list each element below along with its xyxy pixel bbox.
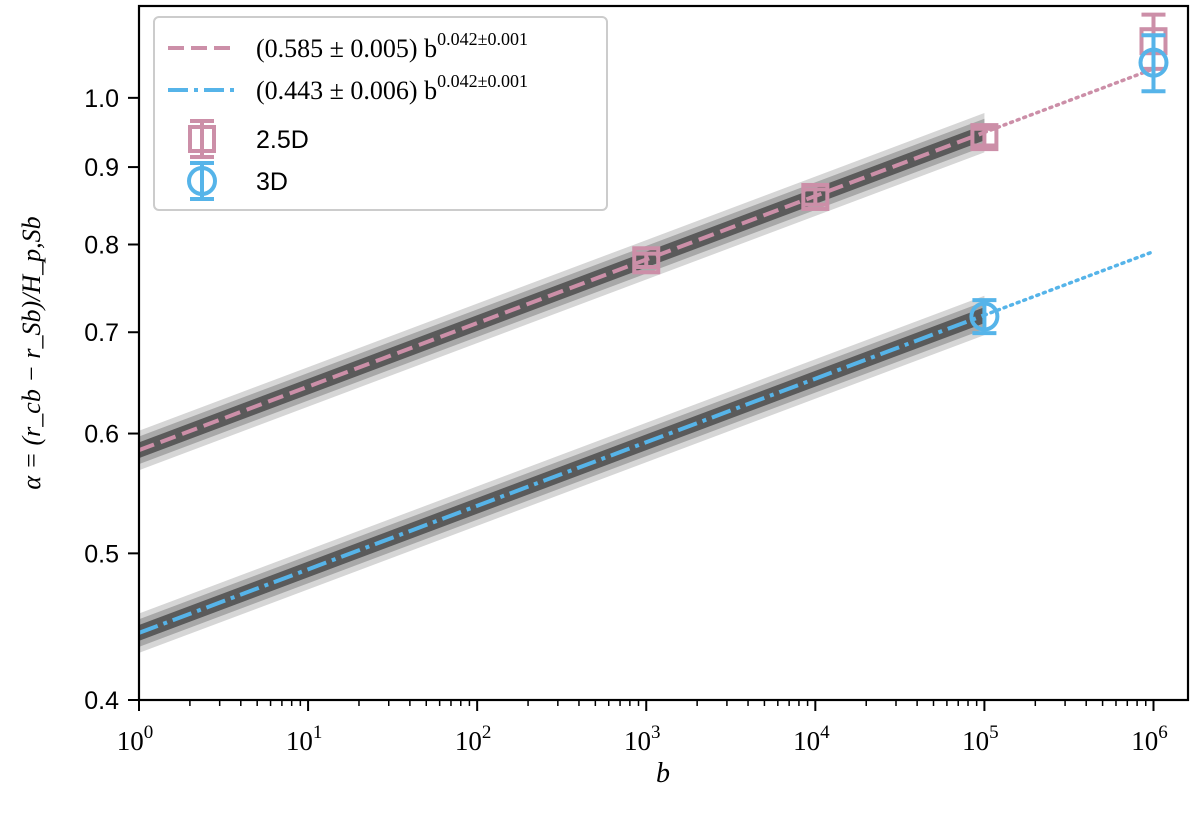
data-point-1-0: [969, 298, 1000, 336]
legend-box: [153, 16, 608, 211]
legend-label-fit-0: (0.585 ± 0.005) b0.042±0.001: [256, 29, 528, 63]
square-marker: [801, 182, 830, 211]
legend: (0.585 ± 0.005) b0.042±0.001 (0.443 ± 0.0…: [153, 16, 608, 211]
y-axis-ticks: 0.4 0.5 0.6 0.7 0.8 0.9 1.0: [84, 85, 139, 715]
legend-label-fit-1: (0.443 ± 0.006) b0.042±0.001: [256, 71, 528, 105]
y-tick-label-2: 0.6: [84, 421, 119, 449]
x-tick-label-0: 100: [117, 722, 154, 756]
x-tick-label-4: 104: [793, 722, 830, 756]
legend-label-series-1: 3D: [256, 168, 288, 196]
square-marker: [632, 246, 661, 275]
y-tick-label-3: 0.7: [84, 319, 119, 347]
y-tick-label-5: 0.9: [84, 154, 119, 182]
legend-circle-marker: [187, 166, 217, 196]
x-tick-label-5: 105: [962, 722, 999, 756]
x-tick-label-3: 103: [624, 722, 661, 756]
fit-lines: [138, 67, 1156, 635]
data-point-1-1: [1138, 33, 1169, 94]
square-marker: [970, 123, 999, 152]
fit-extrapolation-0: [982, 67, 1156, 135]
legend-square-marker: [188, 125, 216, 153]
data-point-0-0: [632, 246, 661, 275]
y-tick-label-1: 0.5: [84, 540, 119, 568]
data-point-0-2: [970, 123, 999, 152]
fit-line-0: [138, 130, 986, 453]
data-point-0-1: [801, 182, 830, 211]
y-tick-label-4: 0.8: [84, 231, 119, 259]
y-tick-label-0: 0.4: [84, 687, 119, 715]
x-tick-label-1: 101: [286, 722, 323, 756]
y-axis-label: α = (r_cb − r_Sb)/H_p,Sb: [17, 216, 46, 489]
fit-line-1: [138, 313, 986, 635]
x-tick-label-6: 106: [1131, 722, 1168, 756]
x-tick-label-2: 102: [455, 722, 492, 756]
fit-extrapolation-1: [982, 249, 1156, 317]
y-tick-label-6: 1.0: [84, 85, 119, 113]
x-axis-ticks: 100 101 102 103 104 105 106: [117, 700, 1168, 756]
circle-marker: [969, 301, 1000, 332]
legend-label-series-0: 2.5D: [256, 126, 309, 154]
x-axis-label: b: [656, 758, 670, 789]
data-points: [632, 12, 1169, 336]
plot-frame: [137, 4, 1190, 702]
circle-marker: [1138, 47, 1169, 78]
